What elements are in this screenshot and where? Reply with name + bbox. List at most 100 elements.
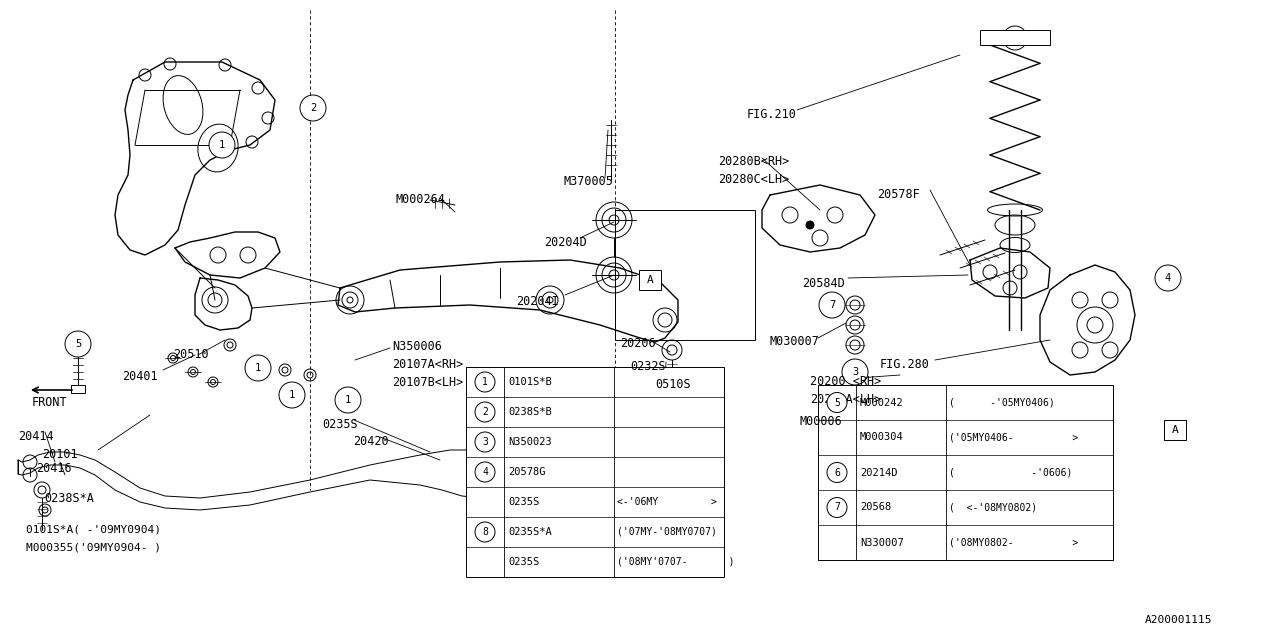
Text: 20584D: 20584D [803,277,845,290]
Text: 6: 6 [646,413,653,423]
Circle shape [827,497,847,518]
Text: 0510S: 0510S [655,378,691,391]
Text: 8: 8 [483,527,488,537]
Bar [639,270,660,290]
Text: A200001115: A200001115 [1146,615,1212,625]
Circle shape [827,392,847,413]
Text: 0101S*A( -'09MY0904): 0101S*A( -'09MY0904) [26,524,161,534]
Text: 20414: 20414 [18,430,54,443]
Text: 20101: 20101 [42,448,78,461]
Text: 7: 7 [835,502,840,513]
Text: 20204D: 20204D [544,236,586,249]
Text: 3: 3 [483,437,488,447]
Text: B: B [503,427,509,437]
Circle shape [279,382,305,408]
Text: N350006: N350006 [392,340,442,353]
Bar [818,385,1114,560]
Text: 20200A<LH>: 20200A<LH> [810,393,881,406]
Circle shape [475,522,495,542]
Text: M000304: M000304 [860,433,904,442]
Text: M000264: M000264 [396,193,445,206]
Text: N330007: N330007 [860,538,904,547]
Circle shape [637,405,663,431]
Circle shape [605,397,631,423]
Text: 0238S*A: 0238S*A [44,492,93,505]
Text: 20401: 20401 [122,370,157,383]
Text: <-'06MY         >: <-'06MY > [617,497,717,507]
Text: 5: 5 [74,339,81,349]
Text: 20107B<LH>: 20107B<LH> [392,376,463,389]
Text: FIG.210: FIG.210 [748,108,797,121]
Text: 4: 4 [1165,273,1171,283]
Text: 20578F: 20578F [877,188,920,201]
Text: 0235S: 0235S [508,557,539,567]
Text: M030007: M030007 [771,335,820,348]
Text: M000355('09MY0904- ): M000355('09MY0904- ) [26,542,161,552]
Text: 20568: 20568 [860,502,891,513]
Text: 7: 7 [829,300,835,310]
Text: ('05MY0406-          >: ('05MY0406- > [948,433,1078,442]
Circle shape [244,355,271,381]
Text: 2: 2 [483,407,488,417]
Circle shape [65,331,91,357]
Text: FIG.280: FIG.280 [881,358,929,371]
Text: 20204I: 20204I [516,295,559,308]
Text: A: A [1171,425,1179,435]
Text: FRONT: FRONT [32,396,68,409]
Text: (      -'05MY0406): ( -'05MY0406) [948,397,1055,408]
Circle shape [806,221,814,229]
Text: 0232S: 0232S [630,360,666,373]
Text: 4: 4 [483,467,488,477]
Text: 20200 <RH>: 20200 <RH> [810,375,881,388]
Text: 20420: 20420 [353,435,389,448]
Text: 1: 1 [483,377,488,387]
Text: 1: 1 [255,363,261,373]
Circle shape [827,463,847,483]
Text: 1: 1 [219,140,225,150]
Text: 20578G: 20578G [508,467,545,477]
Bar [1164,420,1187,440]
Text: (  <-'08MY0802): ( <-'08MY0802) [948,502,1037,513]
Circle shape [1155,265,1181,291]
Text: 6: 6 [835,467,840,477]
Circle shape [655,419,681,445]
Text: N350023: N350023 [508,437,552,447]
Bar [495,422,517,442]
Text: 0101S*B: 0101S*B [508,377,552,387]
Text: 20416: 20416 [36,462,72,475]
Circle shape [475,372,495,392]
Text: M000242: M000242 [860,397,904,408]
Text: 0238S*B: 0238S*B [508,407,552,417]
Text: 0235S: 0235S [508,497,539,507]
Circle shape [335,387,361,413]
Text: (             -'0606): ( -'0606) [948,467,1073,477]
Bar [614,210,755,340]
Text: 20510: 20510 [173,348,209,361]
Text: 1: 1 [289,390,296,400]
Bar [980,30,1050,45]
Bar [466,367,724,577]
Text: A: A [646,275,653,285]
Text: M00006: M00006 [800,415,842,428]
Text: ('08MY0802-          >: ('08MY0802- > [948,538,1078,547]
Circle shape [475,462,495,482]
Text: 20107A<RH>: 20107A<RH> [392,358,463,371]
Text: M370005: M370005 [564,175,614,188]
Text: 20214D: 20214D [860,467,897,477]
Circle shape [842,359,868,385]
Text: 8: 8 [614,405,621,415]
Text: 8: 8 [664,427,671,437]
Text: ('07MY-'08MY0707): ('07MY-'08MY0707) [617,527,717,537]
Text: ('08MY'0707-       ): ('08MY'0707- ) [617,557,735,567]
Text: 20280B<RH>: 20280B<RH> [718,155,790,168]
Circle shape [300,95,326,121]
Text: 2: 2 [310,103,316,113]
Circle shape [475,432,495,452]
Circle shape [209,132,236,158]
Text: 0235S: 0235S [323,418,357,431]
Text: 5: 5 [835,397,840,408]
Text: 20280C<LH>: 20280C<LH> [718,173,790,186]
Circle shape [819,292,845,318]
Text: 0235S*A: 0235S*A [508,527,552,537]
Text: 3: 3 [852,367,858,377]
